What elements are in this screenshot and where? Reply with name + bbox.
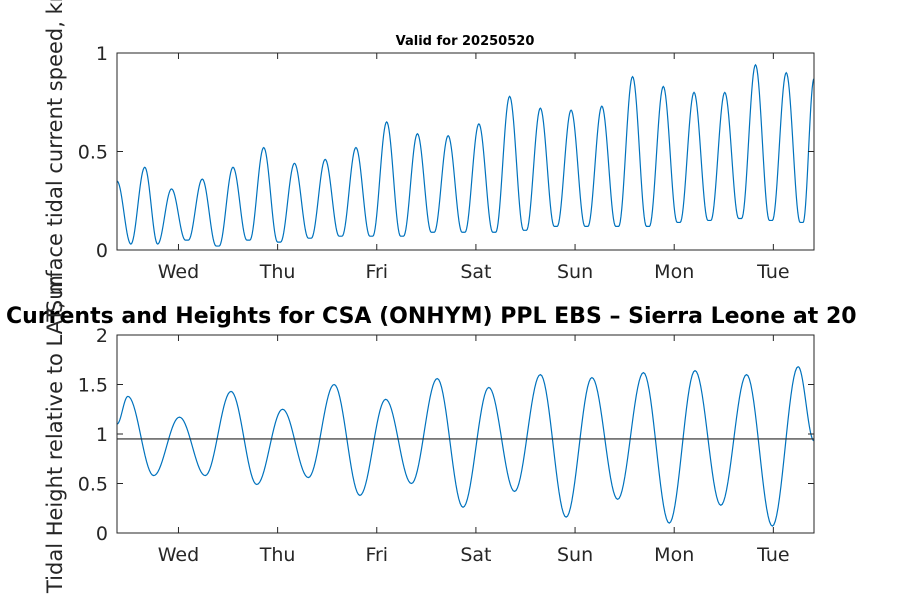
chart-title: Currents and Heights for CSA (ONHYM) PPL… <box>6 304 857 329</box>
y-tick-label: 0.5 <box>78 142 108 164</box>
y-tick-label: 1.5 <box>78 375 108 397</box>
tidal-height-panel: 0 0.5 1 1.5 2 Wed Thu Fri Sat Sun Mon Tue Currents … <box>6 275 857 594</box>
y-axis-label: Surface tidal current speed, kn <box>43 0 67 313</box>
x-tick-label: Mon <box>654 544 694 566</box>
series-line <box>117 365 814 527</box>
plot-area <box>117 53 814 250</box>
current-speed-ticks: 0 0.5 1 Wed Thu Fri Sat Sun Mon Tue <box>78 43 814 283</box>
x-tick-label: Sun <box>557 261 593 283</box>
tidal-height-ticks: 0 0.5 1 1.5 2 Wed Thu Fri Sat Sun Mon Tue <box>78 325 814 566</box>
series-line <box>117 63 814 247</box>
current-speed-marks <box>117 63 814 247</box>
tidal-height-marks <box>117 365 814 527</box>
x-tick-label: Fri <box>365 261 388 283</box>
y-tick-label: 0 <box>96 240 108 262</box>
x-tick-label: Sat <box>460 261 491 283</box>
x-tick-label: Tue <box>756 544 789 566</box>
x-tick-label: Fri <box>365 544 388 566</box>
y-tick-label: 1 <box>96 424 108 446</box>
x-tick-label: Thu <box>259 261 296 283</box>
x-tick-label: Mon <box>654 261 694 283</box>
x-tick-label: Wed <box>158 544 199 566</box>
y-tick-label: 0 <box>96 523 108 545</box>
current-speed-panel: 0 0.5 1 Wed Thu Fri Sat Sun Mon Tue Valid for 202… <box>43 0 815 313</box>
plot-area <box>117 335 814 533</box>
x-tick-label: Sun <box>557 544 593 566</box>
y-tick-label: 2 <box>96 325 108 347</box>
y-tick-label: 1 <box>96 43 108 65</box>
x-tick-label: Tue <box>756 261 789 283</box>
chart-title: Valid for 20250520 <box>396 34 535 49</box>
x-tick-label: Wed <box>158 261 199 283</box>
x-tick-label: Thu <box>259 544 296 566</box>
x-tick-label: Sat <box>460 544 491 566</box>
y-axis-label: Tidal Height relative to LAT, m <box>43 275 67 594</box>
y-tick-label: 0.5 <box>78 474 108 496</box>
